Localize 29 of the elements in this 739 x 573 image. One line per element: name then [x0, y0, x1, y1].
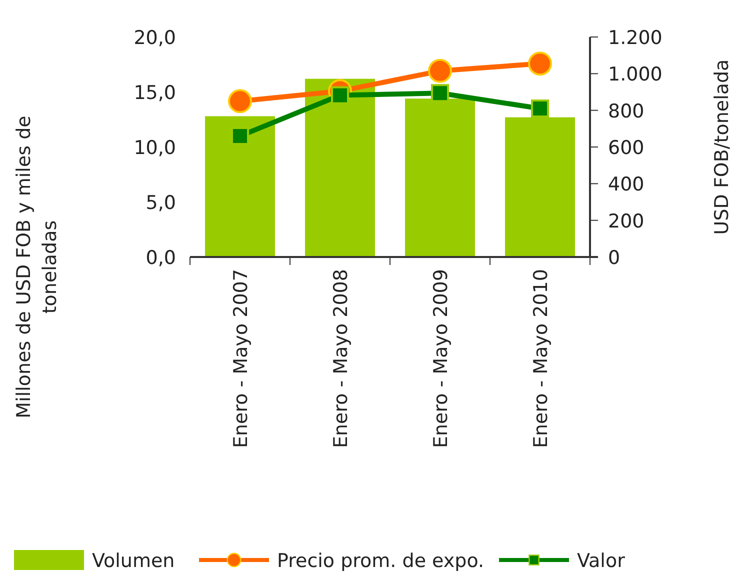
- x-tick-label: Enero - Mayo 2008: [330, 269, 352, 448]
- y-tick-label: 20,0: [134, 27, 176, 49]
- y2-tick-label: 200: [608, 210, 644, 232]
- x-tick-label: Enero - Mayo 2010: [530, 269, 552, 448]
- y2-tick-label: 1.000: [608, 64, 662, 86]
- y-axis-title: Millones de USD FOB y miles de toneladas: [13, 116, 61, 418]
- y-tick-label: 0,0: [146, 247, 176, 269]
- y2-axis-title: USD FOB/tonelada: [711, 59, 733, 235]
- bar: [305, 78, 375, 257]
- point: [428, 58, 452, 83]
- y2-tick-label: 600: [608, 137, 644, 159]
- legend-label: Valor: [577, 550, 626, 572]
- y2-tick-label: 400: [608, 174, 644, 196]
- y2-tick-label: 800: [608, 100, 644, 122]
- legend-label: Volumen: [92, 550, 175, 572]
- x-tick-label: Enero - Mayo 2009: [430, 269, 452, 448]
- y-tick-label: 5,0: [146, 192, 176, 214]
- point: [231, 127, 249, 145]
- point: [531, 100, 549, 118]
- y2-tick-label: 0: [608, 247, 620, 269]
- bar: [205, 116, 275, 257]
- y-tick-label: 15,0: [134, 82, 176, 104]
- point: [228, 89, 252, 114]
- y2-tick-label: 1.200: [608, 27, 662, 49]
- legend-label: Precio prom. de expo.: [277, 550, 484, 572]
- point: [431, 84, 449, 102]
- y-tick-label: 10,0: [134, 137, 176, 159]
- point: [528, 52, 552, 76]
- x-tick-label: Enero - Mayo 2007: [230, 269, 252, 448]
